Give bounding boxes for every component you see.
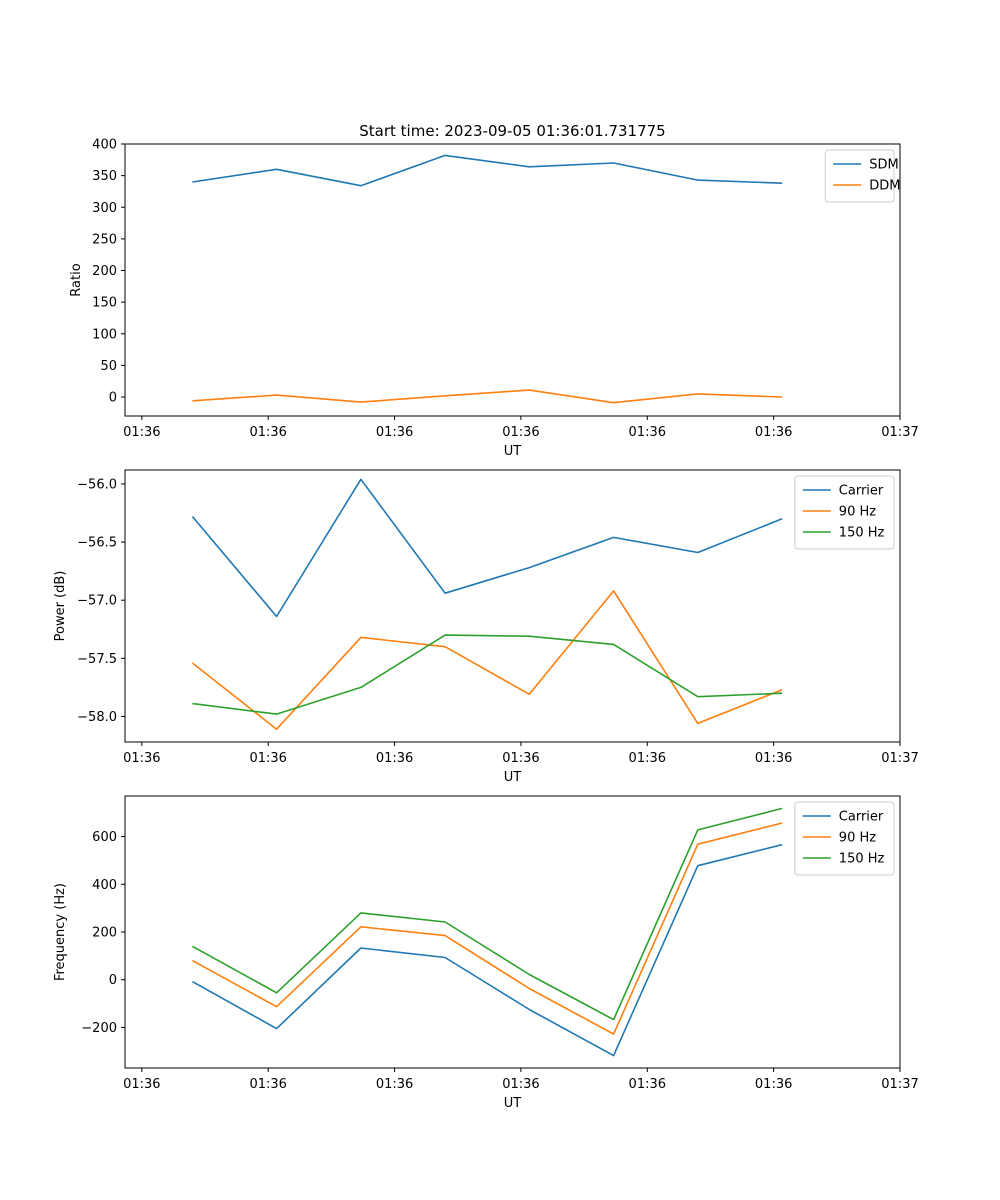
x-tick-label: 01:37 — [881, 751, 918, 766]
plot-frame — [124, 795, 901, 1069]
y-axis-label: Frequency (Hz) — [53, 883, 68, 981]
y-tick-label: 200 — [92, 264, 117, 279]
y-tick-label: −57.5 — [77, 652, 117, 667]
plot-frame — [124, 143, 901, 417]
legend-box — [794, 801, 895, 876]
x-tick-label: 01:36 — [502, 1077, 539, 1092]
y-tick-label: 100 — [92, 327, 117, 342]
x-tick-label: 01:36 — [123, 1077, 160, 1092]
legend-label: 150 Hz — [839, 526, 885, 541]
y-tick-label: 0 — [109, 973, 117, 988]
x-axis-label: UT — [504, 1096, 522, 1111]
y-tick-label: 300 — [92, 201, 117, 216]
subplot-panels: 01:36 01:36 01:36 01:36 01:36 01:36 01:37 0 50 10… — [53, 138, 919, 1112]
y-tick-label: −58.0 — [77, 710, 117, 725]
x-axis-label: UT — [504, 770, 522, 785]
series-line-carrier — [192, 843, 783, 1057]
plot-frame — [124, 469, 901, 743]
x-tick-label: 01:36 — [755, 751, 792, 766]
legend-label: 150 Hz — [839, 852, 885, 867]
y-tick-label: −56.0 — [77, 477, 117, 492]
series-line-150-hz — [192, 807, 783, 1021]
x-tick-label: 01:36 — [123, 751, 160, 766]
legend: Carrier 90 Hz 150 Hz — [794, 801, 895, 876]
x-tick-label: 01:36 — [376, 751, 413, 766]
x-tick-label: 01:36 — [755, 425, 792, 440]
y-tick-label: 0 — [109, 391, 117, 406]
legend-label: Carrier — [839, 810, 884, 825]
subplot-2: 01:36 01:36 01:36 01:36 01:36 01:36 01:37 −56.0… — [53, 469, 919, 785]
y-tick-label: −56.5 — [77, 536, 117, 551]
y-tick-label: 600 — [92, 830, 117, 845]
y-tick-label: −57.0 — [77, 594, 117, 609]
legend-label: 90 Hz — [839, 831, 876, 846]
series-line-150-hz — [192, 634, 783, 715]
series-line-ddm — [192, 389, 783, 404]
series-line-sdm — [192, 154, 783, 187]
legend-label: DDM — [869, 179, 900, 194]
x-tick-label: 01:36 — [629, 751, 666, 766]
legend: SDM DDM — [824, 149, 900, 203]
y-tick-label: 350 — [92, 169, 117, 184]
x-tick-label: 01:36 — [376, 425, 413, 440]
y-tick-label: 400 — [92, 878, 117, 893]
y-tick-label: 250 — [92, 232, 117, 247]
figure-title: Start time: 2023-09-05 01:36:01.731775 — [359, 122, 665, 140]
subplot-1: 01:36 01:36 01:36 01:36 01:36 01:36 01:37 0 50 10… — [69, 138, 919, 460]
x-tick-label: 01:36 — [249, 425, 286, 440]
y-tick-label: 150 — [92, 296, 117, 311]
x-tick-label: 01:36 — [629, 1077, 666, 1092]
y-tick-label: 400 — [92, 138, 117, 153]
y-axis-label: Power (dB) — [53, 571, 68, 642]
series-line-90-hz — [192, 822, 783, 1035]
x-tick-label: 01:36 — [249, 751, 286, 766]
legend-label: SDM — [869, 158, 898, 173]
legend-label: 90 Hz — [839, 505, 876, 520]
y-tick-label: 50 — [100, 359, 117, 374]
subplot-3: 01:36 01:36 01:36 01:36 01:36 01:36 01:37 −200 0… — [53, 795, 919, 1111]
x-tick-label: 01:37 — [881, 425, 918, 440]
legend: Carrier 90 Hz 150 Hz — [794, 475, 895, 550]
x-tick-label: 01:36 — [123, 425, 160, 440]
legend-box — [794, 475, 895, 550]
legend-label: Carrier — [839, 484, 884, 499]
x-tick-label: 01:36 — [249, 1077, 286, 1092]
series-line-90-hz — [191, 590, 783, 731]
y-axis-label: Ratio — [69, 263, 84, 296]
series-line-carrier — [191, 478, 783, 618]
x-tick-label: 01:36 — [502, 751, 539, 766]
x-tick-label: 01:36 — [376, 1077, 413, 1092]
y-tick-label: 200 — [92, 926, 117, 941]
x-tick-label: 01:36 — [502, 425, 539, 440]
y-tick-label: −200 — [81, 1021, 117, 1036]
legend-box — [824, 149, 895, 203]
x-tick-label: 01:36 — [755, 1077, 792, 1092]
x-tick-label: 01:37 — [881, 1077, 918, 1092]
x-tick-label: 01:36 — [629, 425, 666, 440]
x-axis-label: UT — [504, 444, 522, 459]
